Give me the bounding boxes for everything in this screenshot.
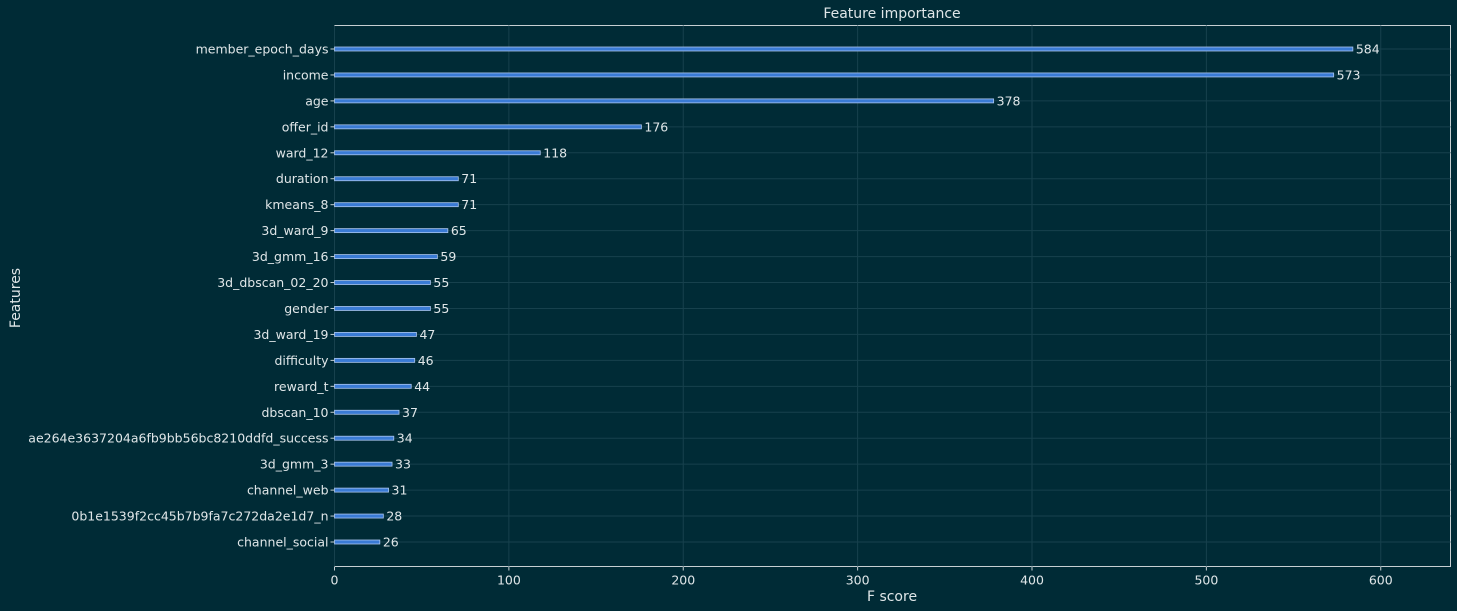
bar-gender (334, 306, 431, 311)
y-tick-label: 3d_dbscan_02_20 (217, 275, 328, 290)
value-label: 176 (644, 119, 668, 134)
x-tick-label: 300 (846, 573, 870, 588)
y-tick-label: ward_12 (276, 145, 329, 160)
y-tick-label: 3d_gmm_16 (252, 249, 329, 264)
y-tick-label: income (283, 67, 329, 82)
bar-3d_dbscan_02_20 (334, 280, 431, 285)
y-tick-label: ae264e3637204a6fb9bb56bc8210ddfd_success (28, 431, 328, 446)
y-tick-label: channel_social (237, 535, 328, 550)
y-tick-label: difficulty (274, 353, 329, 368)
bar-kmeans_8 (334, 202, 459, 208)
y-tick-label: 3d_ward_19 (253, 327, 328, 342)
x-tick-label: 100 (497, 573, 521, 588)
bar-3d_ward_9 (334, 228, 449, 234)
y-axis-label: Features (8, 268, 24, 328)
value-label: 28 (386, 509, 402, 524)
value-label: 55 (433, 301, 449, 316)
value-label: 37 (402, 405, 418, 420)
value-label: 34 (397, 431, 413, 446)
bar-reward_t (334, 383, 412, 389)
y-tick-label: gender (284, 301, 329, 316)
value-label: 26 (383, 535, 399, 550)
value-label: 46 (418, 353, 434, 368)
x-tick-label: 600 (1369, 573, 1393, 588)
bar-difficulty (334, 357, 416, 363)
bar-0b1e1539f2cc45b7b9fa7c272da2e1d7_n (334, 513, 384, 519)
y-tick-label: duration (276, 171, 329, 186)
value-label: 47 (419, 327, 435, 342)
y-tick-label: 3d_ward_9 (261, 223, 328, 238)
value-label: 59 (440, 249, 456, 264)
x-tick-label: 400 (1020, 573, 1044, 588)
x-axis-label: F score (867, 589, 917, 605)
value-label: 33 (395, 457, 411, 472)
bar-channel_web (334, 487, 389, 493)
value-label: 118 (543, 145, 567, 160)
bar-3d_gmm_3 (334, 461, 393, 467)
bar-dbscan_10 (334, 409, 400, 415)
value-label: 378 (997, 93, 1021, 108)
y-tick-label: channel_web (247, 483, 329, 498)
x-tick-labels: 0 100 200 300 400 500 600 (331, 566, 1393, 588)
value-label: 573 (1337, 67, 1361, 82)
bars (334, 46, 1354, 545)
bar-income (334, 72, 1335, 78)
bar-offer_id (334, 124, 642, 130)
y-tick-label: dbscan_10 (262, 405, 329, 420)
value-label: 65 (451, 223, 467, 238)
x-tick-label: 200 (671, 573, 695, 588)
value-label: 55 (433, 275, 449, 290)
bar-duration (334, 176, 459, 182)
value-labels: 584 573 378 176 118 71 71 65 59 55 55 47 46 44 37 34 33 3… (383, 42, 1380, 550)
y-tick-label: offer_id (282, 119, 329, 134)
bar-channel_social (334, 539, 381, 545)
bar-ae264e3637204a6fb9bb56bc8210ddfd_success (334, 435, 395, 441)
y-tick-label: kmeans_8 (265, 197, 328, 212)
value-label: 31 (392, 483, 408, 498)
y-tick-label: age (305, 93, 329, 108)
chart-title: Feature importance (823, 6, 960, 22)
value-label: 44 (414, 379, 430, 394)
y-tick-label: 3d_gmm_3 (260, 457, 329, 472)
value-label: 71 (461, 197, 477, 212)
bar-age (334, 98, 995, 104)
x-tick-label: 0 (331, 573, 339, 588)
bar-3d_ward_19 (334, 332, 417, 337)
y-tick-label: reward_t (274, 379, 329, 394)
value-label: 71 (461, 171, 477, 186)
y-tick-label: member_epoch_days (196, 42, 329, 57)
x-tick-label: 500 (1194, 573, 1218, 588)
bar-member_epoch_days (334, 46, 1354, 52)
bar-3d_gmm_16 (334, 254, 438, 259)
bar-ward_12 (334, 150, 541, 156)
value-label: 584 (1356, 42, 1380, 57)
plot-area (334, 25, 1451, 567)
y-tick-label: 0b1e1539f2cc45b7b9fa7c272da2e1d7_n (71, 509, 328, 524)
